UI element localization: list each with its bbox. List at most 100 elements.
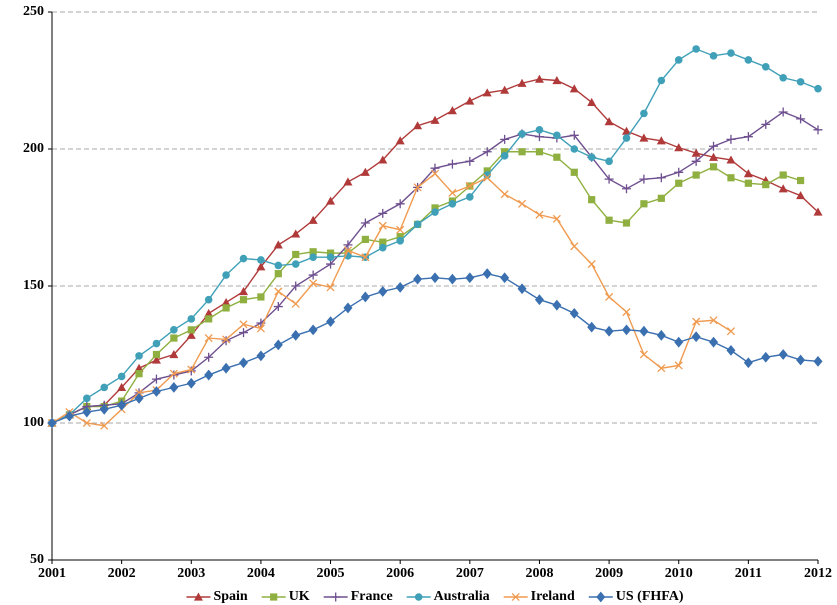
- y-tick-label: 150: [23, 278, 44, 293]
- marker: [622, 126, 631, 135]
- marker: [326, 316, 336, 328]
- marker: [326, 249, 335, 257]
- marker: [204, 334, 213, 343]
- marker: [395, 281, 405, 293]
- marker: [517, 283, 527, 295]
- marker: [622, 219, 631, 227]
- marker: [151, 355, 161, 364]
- marker: [308, 215, 318, 224]
- marker: [152, 350, 161, 359]
- marker: [239, 286, 248, 296]
- marker: [170, 326, 178, 334]
- marker: [778, 107, 788, 117]
- marker: [535, 148, 544, 156]
- marker: [169, 369, 178, 378]
- marker: [326, 259, 336, 269]
- marker: [134, 392, 144, 404]
- legend-item: Spain: [186, 589, 248, 604]
- marker: [639, 350, 648, 359]
- marker: [309, 279, 318, 288]
- marker: [691, 331, 701, 343]
- marker: [396, 225, 405, 234]
- marker: [413, 183, 422, 192]
- marker: [726, 327, 736, 336]
- marker: [588, 196, 596, 204]
- marker: [796, 176, 805, 185]
- marker: [117, 372, 126, 381]
- marker: [483, 167, 491, 175]
- x-tick-label: 2002: [108, 566, 136, 581]
- legend-label: US (FHFA): [616, 589, 684, 604]
- marker: [743, 169, 753, 178]
- marker: [596, 591, 606, 603]
- marker: [743, 357, 753, 369]
- marker: [430, 169, 440, 178]
- marker: [552, 299, 562, 311]
- marker: [639, 174, 649, 184]
- marker: [587, 260, 596, 269]
- marker: [395, 136, 405, 145]
- marker: [257, 293, 265, 301]
- marker: [99, 403, 109, 415]
- marker: [431, 208, 439, 216]
- marker: [361, 253, 370, 262]
- marker: [47, 417, 57, 429]
- marker: [360, 218, 370, 228]
- marker: [465, 272, 475, 284]
- marker: [343, 177, 353, 186]
- marker: [482, 268, 492, 280]
- marker: [761, 63, 770, 71]
- marker: [569, 130, 579, 140]
- marker: [604, 174, 614, 184]
- marker: [343, 302, 353, 314]
- marker: [134, 363, 144, 372]
- marker: [674, 56, 683, 64]
- marker: [378, 208, 388, 218]
- marker: [448, 200, 457, 208]
- series-line: [51, 78, 819, 424]
- marker: [221, 336, 231, 346]
- marker: [657, 194, 665, 202]
- marker: [500, 152, 509, 160]
- y-tick-label: 50: [30, 552, 44, 567]
- marker: [605, 157, 613, 166]
- marker: [709, 141, 719, 151]
- marker: [604, 325, 614, 337]
- marker: [430, 163, 440, 173]
- marker: [534, 294, 544, 306]
- marker: [169, 370, 179, 380]
- marker: [151, 374, 161, 384]
- marker: [552, 76, 562, 85]
- marker: [274, 270, 282, 278]
- marker: [587, 321, 597, 333]
- marker: [204, 295, 213, 304]
- marker: [622, 134, 631, 142]
- marker: [552, 214, 561, 223]
- marker: [553, 131, 561, 140]
- marker: [726, 344, 736, 356]
- marker: [256, 262, 266, 271]
- marker: [135, 352, 143, 360]
- marker: [534, 132, 544, 142]
- marker: [622, 324, 631, 336]
- marker: [796, 191, 806, 200]
- marker: [326, 253, 335, 262]
- marker: [396, 236, 404, 245]
- marker: [326, 196, 336, 205]
- marker: [500, 134, 510, 144]
- marker: [517, 199, 527, 208]
- marker: [395, 199, 405, 209]
- marker: [743, 132, 753, 142]
- y-tick-label: 200: [23, 141, 44, 156]
- marker: [500, 272, 510, 284]
- marker: [151, 386, 161, 397]
- marker: [291, 281, 301, 291]
- marker: [605, 216, 613, 224]
- marker: [186, 377, 196, 389]
- legend-label: Spain: [213, 589, 247, 604]
- legend-label: Ireland: [531, 589, 575, 604]
- x-tick-label: 2009: [595, 566, 623, 581]
- x-tick-label: 2003: [177, 566, 205, 581]
- legend-label: Australia: [434, 589, 490, 604]
